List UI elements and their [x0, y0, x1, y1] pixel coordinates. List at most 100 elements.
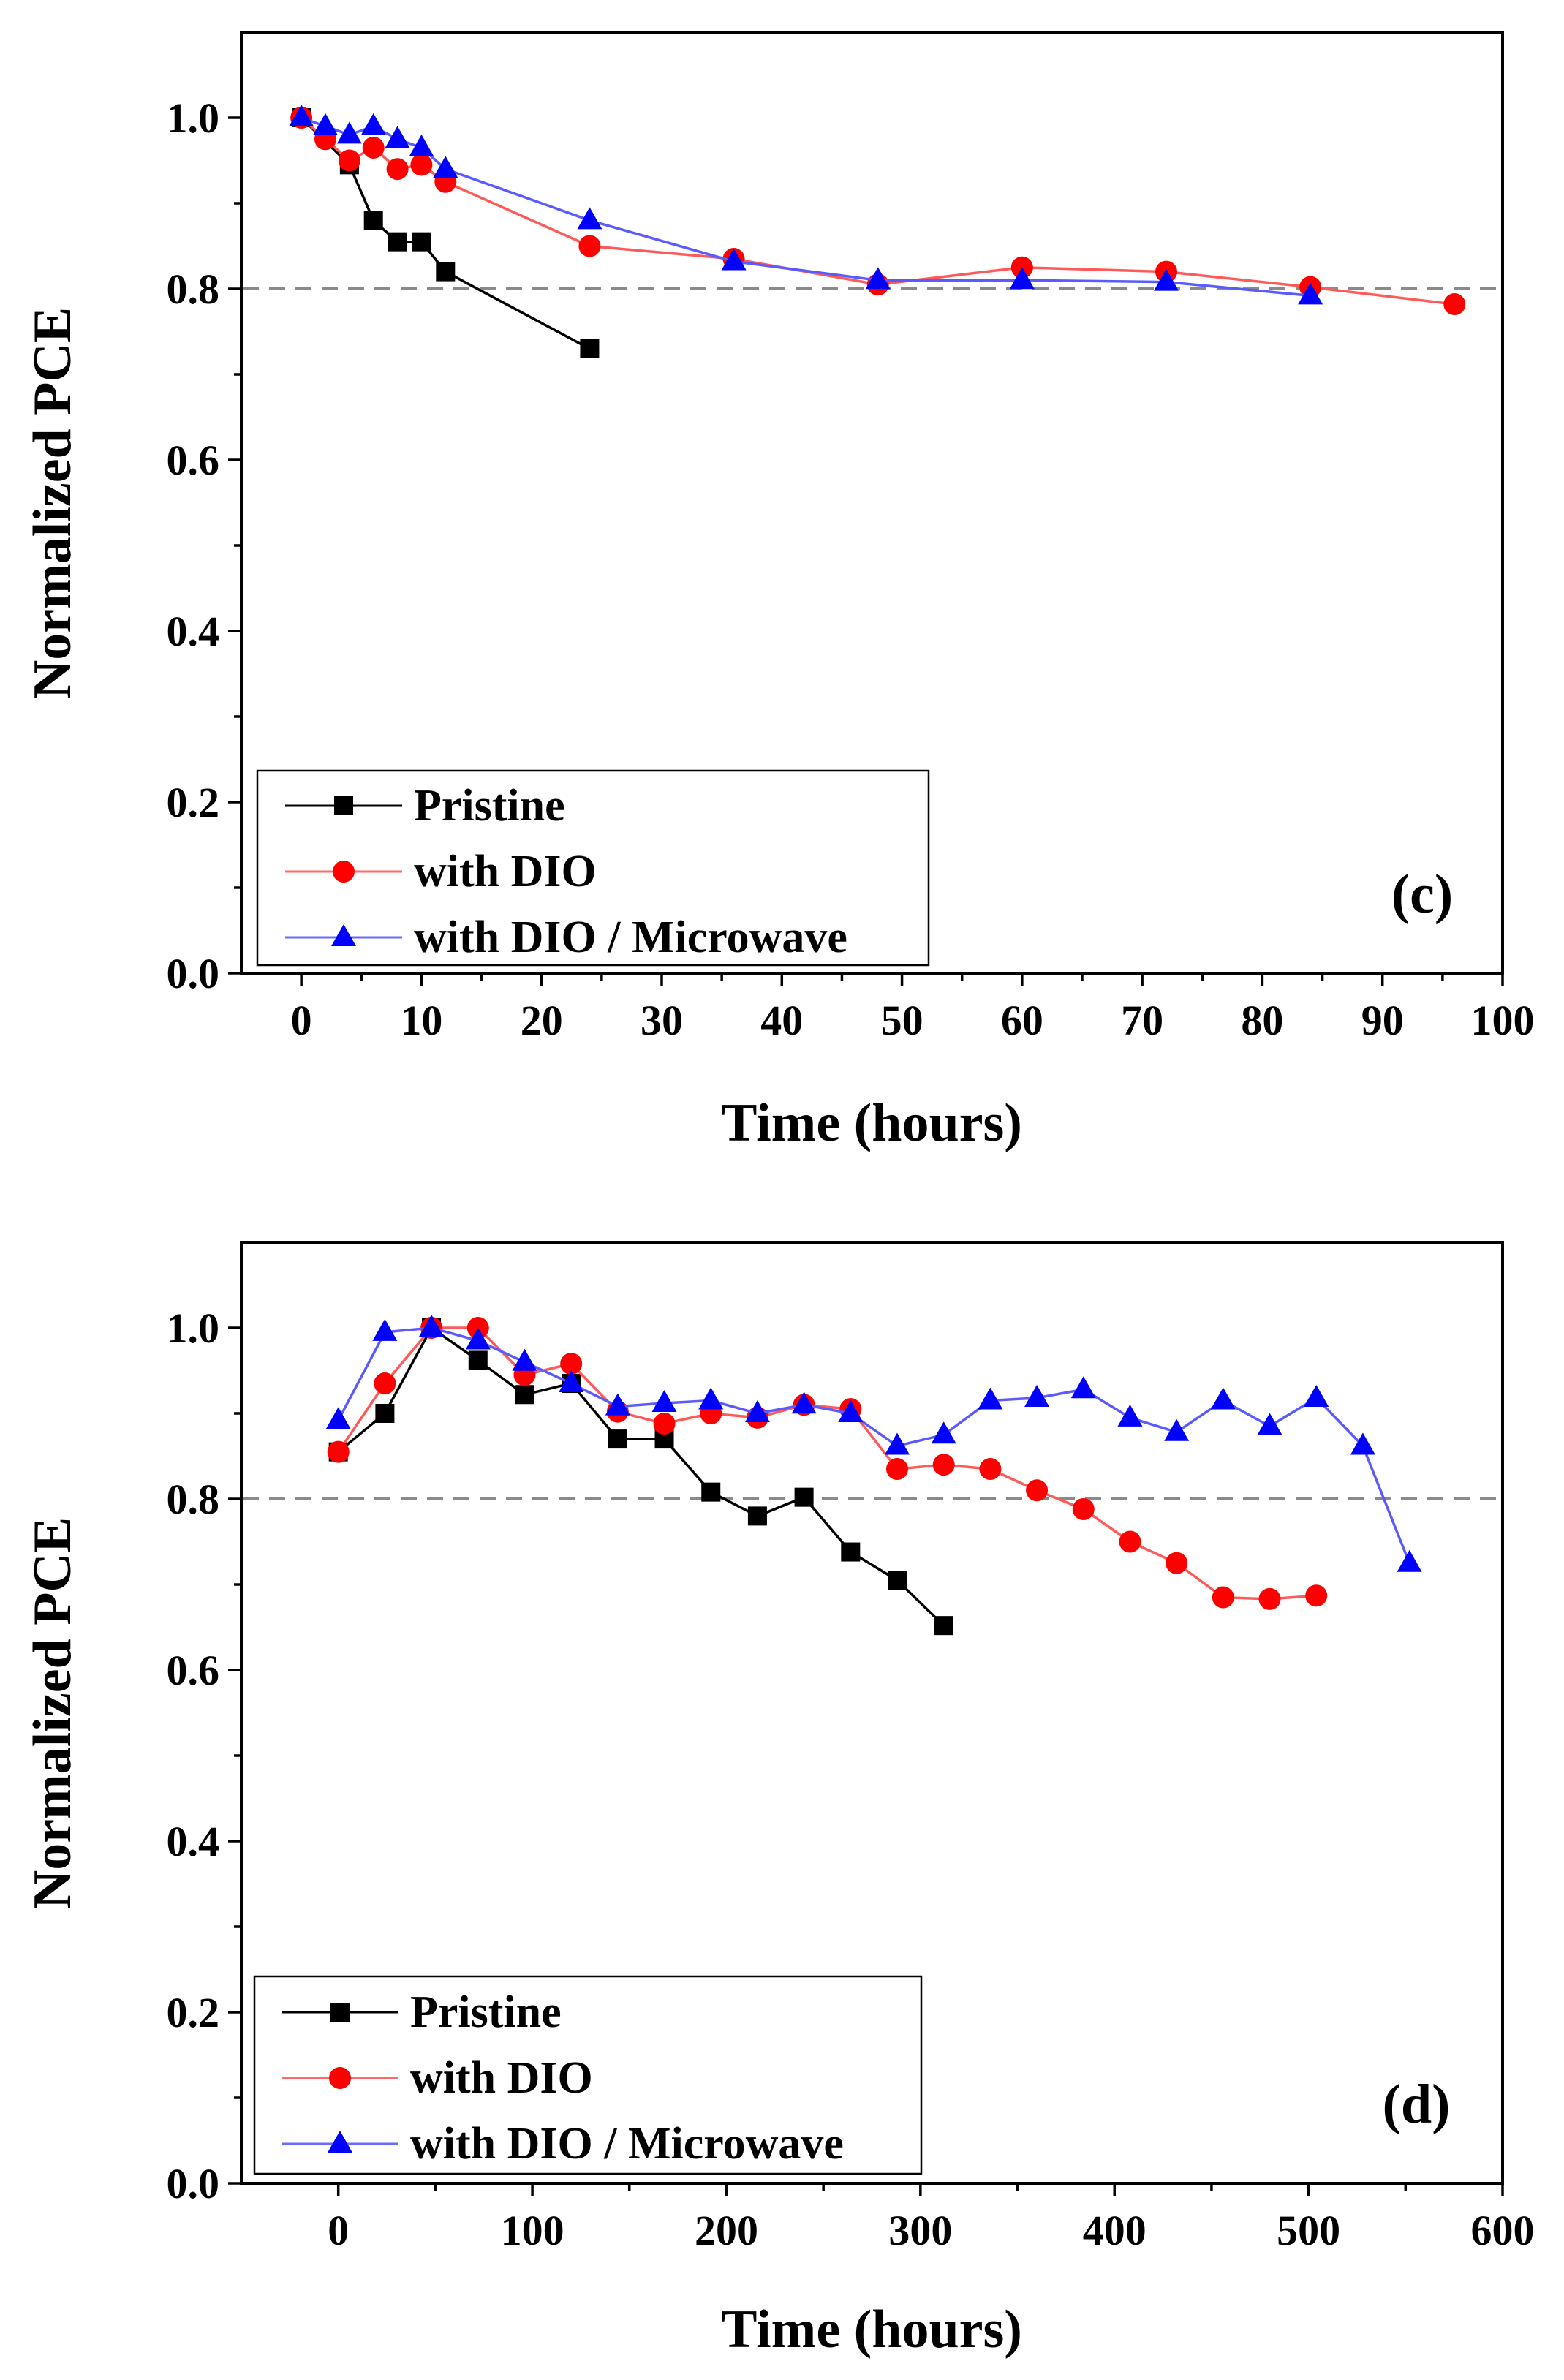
panel-d-point-with-dio — [1305, 1584, 1328, 1607]
panel-d-point-with-dio-microwave — [931, 1421, 956, 1444]
panel-d-point-with-dio-microwave — [744, 1400, 770, 1422]
panel-c-label: (c) — [1391, 864, 1453, 925]
panel-c-x-ticks: 0 10 20 30 40 50 60 70 80 90 100 — [291, 973, 1535, 1044]
panel-c-x-tick-label: 70 — [1121, 997, 1163, 1044]
panel-d-point-with-dio-microwave — [651, 1389, 677, 1412]
panel-c-point-with-dio-microwave — [1154, 268, 1179, 291]
panel-d-point-with-dio — [1258, 1587, 1281, 1610]
panel-c-legend-marker-with-dio — [333, 861, 355, 883]
panel-d-y-tick-label: 1.0 — [167, 1304, 220, 1352]
panel-c-x-tick-label: 100 — [1471, 997, 1535, 1044]
panel-d-legend-marker-with-dio-microwave — [328, 2131, 352, 2153]
panel-d-point-with-dio — [886, 1458, 908, 1481]
panel-d-point-with-dio — [1119, 1530, 1141, 1553]
panel-d-series-line-with-dio-microwave — [337, 1326, 1411, 1564]
panel-d-point-with-dio-microwave — [605, 1393, 630, 1416]
panel-d-legend-label-with-dio-microwave: with DIO / Microwave — [410, 2119, 844, 2169]
panel-d-point-with-dio-microwave — [1350, 1432, 1375, 1455]
panel-d-point-pristine — [468, 1350, 488, 1370]
panel-c-y-tick-label: 0.8 — [167, 265, 220, 313]
panel-d-legend: Pristine with DIO with DIO / Microwave — [253, 1975, 923, 2175]
panel-d-point-pristine — [608, 1429, 627, 1449]
panel-c-point-with-dio-microwave — [313, 113, 338, 135]
panel-d-point-with-dio — [1212, 1586, 1234, 1609]
panel-d-point-with-dio — [932, 1454, 955, 1476]
panel-d-label: (d) — [1383, 2074, 1451, 2135]
panel-d-point-with-dio — [1072, 1498, 1095, 1521]
panel-c-point-with-dio-microwave — [385, 126, 410, 148]
panel-c-point-with-dio — [1443, 293, 1466, 316]
panel-d-legend-entry-with-dio: with DIO — [282, 2053, 593, 2103]
panel-d-plot-frame — [240, 1241, 1504, 2185]
panel-c-point-with-dio-microwave — [577, 207, 602, 230]
panel-d-point-pristine — [375, 1404, 395, 1423]
panel-d-series — [325, 1315, 1422, 1636]
panel-c-x-tick-label: 20 — [521, 997, 563, 1044]
panel-c-x-tick-label: 0 — [291, 997, 312, 1044]
panel-d-point-pristine — [794, 1487, 814, 1507]
panel-d-point-with-dio-microwave — [838, 1400, 864, 1422]
panel-d-x-tick-label: 600 — [1471, 2207, 1535, 2254]
panel-d-legend-label-pristine: Pristine — [410, 1987, 562, 2037]
panel-d-point-pristine — [888, 1571, 907, 1590]
panel-d-point-with-dio-microwave — [1304, 1384, 1329, 1407]
panel-d-point-with-dio-microwave — [1210, 1387, 1236, 1410]
panel-d-legend-entry-pristine: Pristine — [282, 1987, 562, 2037]
panel-d-x-tick-label: 100 — [501, 2207, 564, 2254]
panel-c-plot-frame — [240, 31, 1504, 975]
panel-c-legend-marker-pristine — [334, 796, 353, 815]
panel-c-point-pristine — [580, 339, 600, 358]
panel-d-legend-label-with-dio: with DIO — [410, 2053, 593, 2103]
panel-c-y-ticks: 0.0 0.2 0.4 0.6 0.8 1.0 — [167, 94, 241, 997]
panel-c-y-tick-label: 0.2 — [167, 779, 220, 826]
panel-c-point-with-dio — [410, 154, 433, 176]
panel-c-y-tick-label: 0.6 — [167, 437, 220, 484]
panel-c-x-tick-label: 30 — [641, 997, 683, 1044]
panel-d-point-with-dio-microwave — [325, 1407, 351, 1429]
panel-d-x-tick-label: 0 — [328, 2207, 349, 2254]
panel-c-x-tick-label: 60 — [1001, 997, 1043, 1044]
panel-c-point-with-dio-microwave — [1009, 267, 1035, 290]
panel-c-point-with-dio — [362, 136, 385, 159]
panel-d-point-with-dio-microwave — [698, 1387, 724, 1410]
panel-d-x-tick-label: 300 — [888, 2207, 952, 2254]
panel-d-point-with-dio — [560, 1353, 583, 1375]
panel-d-point-pristine — [841, 1542, 861, 1562]
panel-c-legend-label-with-dio-microwave: with DIO / Microwave — [414, 913, 847, 962]
panel-c-point-pristine — [363, 211, 383, 230]
panel-d-point-with-dio — [979, 1458, 1002, 1481]
panel-c-x-tick-label: 10 — [400, 997, 442, 1044]
panel-d-point-with-dio-microwave — [559, 1370, 584, 1393]
panel-c-y-tick-label: 0.0 — [167, 950, 220, 997]
panel-d: 0.0 0.2 0.4 0.6 0.8 1.0 0 100 200 300 400 500 600 N… — [23, 1241, 1535, 2360]
panel-c-x-tick-label: 50 — [881, 997, 923, 1044]
panel-d-point-with-dio — [1166, 1552, 1188, 1574]
panel-d-y-tick-label: 0.8 — [167, 1476, 220, 1523]
panel-d-x-tick-label: 200 — [695, 2207, 758, 2254]
panel-d-point-with-dio-microwave — [791, 1391, 817, 1414]
panel-c-legend-marker-with-dio-microwave — [331, 924, 356, 946]
panel-d-legend-marker-pristine — [330, 2003, 350, 2022]
panel-d-point-with-dio-microwave — [1024, 1384, 1050, 1407]
panel-c-legend-label-with-dio: with DIO — [414, 847, 597, 896]
panel-c-x-tick-label: 80 — [1241, 997, 1283, 1044]
panel-d-point-with-dio-microwave — [978, 1387, 1003, 1410]
panel-d-point-with-dio — [327, 1440, 350, 1463]
panel-d-point-with-dio-microwave — [465, 1327, 491, 1350]
panel-d-point-pristine — [934, 1616, 953, 1636]
panel-d-point-with-dio — [653, 1413, 676, 1435]
panel-d-point-with-dio-microwave — [372, 1318, 398, 1341]
panel-c-point-pristine — [412, 232, 431, 252]
panel-d-point-with-dio-microwave — [885, 1432, 910, 1455]
panel-d-point-with-dio — [374, 1372, 396, 1395]
panel-c-point-pristine — [436, 262, 456, 282]
panel-c-legend-entry-with-dio: with DIO — [285, 847, 597, 896]
panel-c-x-tick-label: 90 — [1361, 997, 1404, 1044]
panel-d-y-tick-label: 0.0 — [167, 2160, 220, 2207]
panel-d-legend-marker-with-dio — [329, 2067, 351, 2089]
panel-c-x-axis-label: Time (hours) — [721, 1093, 1022, 1153]
panel-d-series-line-pristine — [337, 1326, 945, 1627]
panel-d-point-with-dio-microwave — [1117, 1404, 1143, 1427]
panel-c-point-with-dio-microwave — [865, 267, 891, 290]
